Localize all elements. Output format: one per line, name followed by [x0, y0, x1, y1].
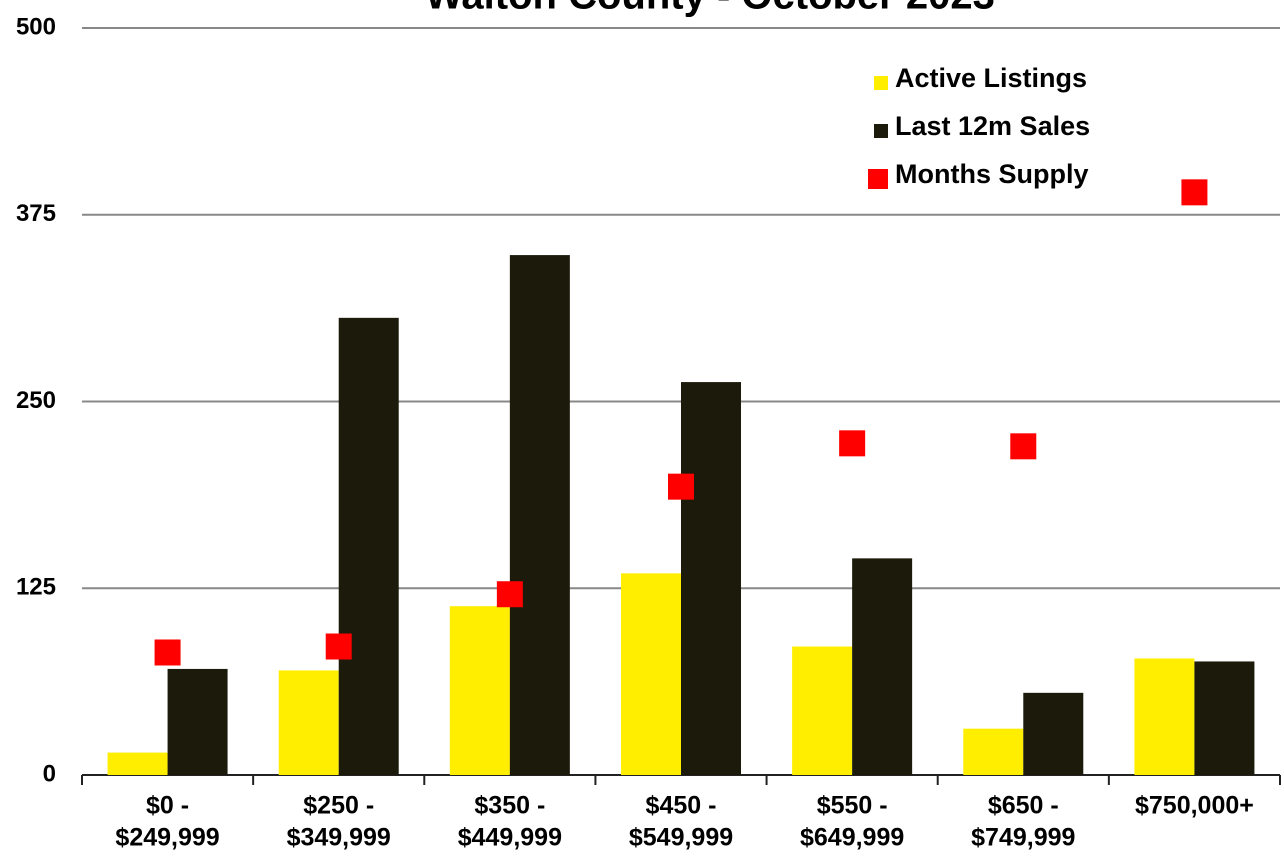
- bar: [852, 558, 913, 775]
- bar: [1134, 658, 1195, 775]
- legend-swatch: [874, 76, 888, 90]
- x-tick-label: $450 -: [646, 792, 717, 820]
- chart-title: Walton County - October 2023: [425, 0, 995, 18]
- bar: [621, 573, 681, 775]
- y-tick-label: 125: [16, 574, 56, 601]
- bar: [963, 728, 1024, 775]
- x-tick-label: $0 -: [146, 792, 189, 820]
- marker: [154, 639, 181, 666]
- x-tick-label: $449,999: [458, 824, 562, 852]
- x-tick-label: $650 -: [988, 792, 1059, 820]
- bar: [681, 382, 741, 775]
- bar: [278, 670, 339, 775]
- marker: [668, 473, 694, 500]
- y-tick-label: 0: [43, 760, 56, 787]
- y-tick-label: 250: [16, 387, 56, 414]
- marker: [1181, 179, 1208, 206]
- legend-label: Last 12m Sales: [895, 111, 1090, 141]
- legend-swatch: [868, 169, 888, 189]
- y-tick-label: 375: [16, 200, 56, 227]
- bar: [338, 317, 399, 775]
- bar: [167, 668, 228, 775]
- x-tick-label: $649,999: [800, 824, 904, 852]
- x-tick-label: $550 -: [817, 792, 888, 820]
- bar: [509, 255, 570, 775]
- x-tick-label: $250 -: [303, 792, 374, 820]
- bar: [1194, 661, 1255, 775]
- legend-swatch: [874, 124, 888, 138]
- bar: [792, 646, 853, 775]
- marker: [325, 633, 352, 660]
- x-tick-label: $249,999: [115, 824, 219, 852]
- x-tick-label: $749,999: [971, 824, 1075, 852]
- marker: [1010, 433, 1037, 460]
- x-tick-label: $349,999: [287, 824, 391, 852]
- bar: [107, 752, 168, 775]
- marker: [496, 581, 523, 608]
- legend-label: Active Listings: [895, 63, 1087, 93]
- bar: [449, 606, 510, 775]
- x-tick-label: $750,000+: [1135, 792, 1254, 820]
- x-tick-label: $549,999: [629, 824, 733, 852]
- x-tick-label: $350 -: [474, 792, 545, 820]
- bar: [1023, 692, 1084, 775]
- legend-label: Months Supply: [895, 159, 1088, 189]
- y-tick-label: 500: [16, 13, 56, 40]
- marker: [839, 430, 866, 457]
